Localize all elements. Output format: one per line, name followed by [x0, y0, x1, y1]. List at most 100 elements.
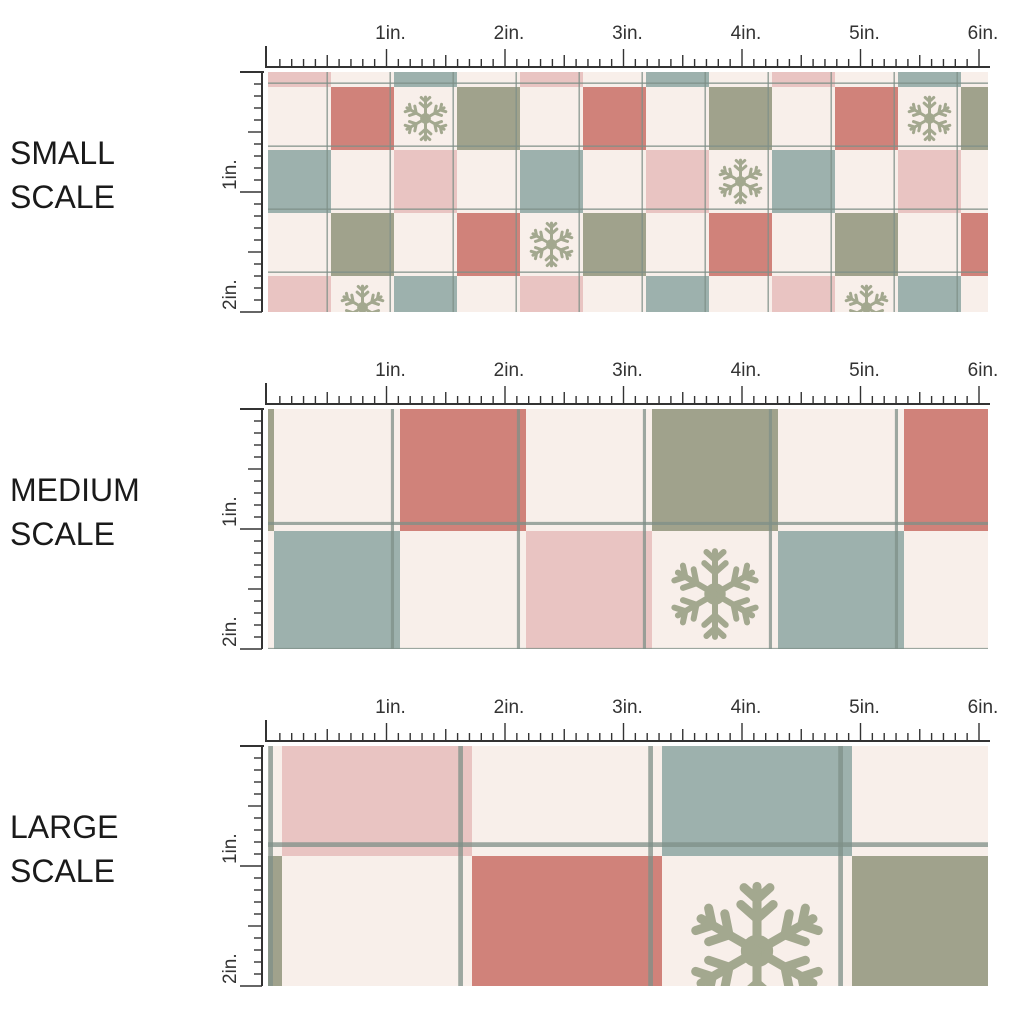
snowflake-icon: [718, 158, 763, 205]
x-axis-labels: 1in. 2in. 3in. 4in. 5in. 6in.: [375, 360, 998, 381]
check-square: [520, 72, 583, 87]
check-square: [457, 213, 520, 276]
check-square: [268, 72, 331, 87]
ruler-x-label: 4in.: [731, 23, 762, 44]
fabric-swatch-medium: [268, 409, 988, 649]
check-square: [772, 276, 835, 312]
check-square: [394, 276, 457, 312]
y-axis-ticks: [240, 408, 264, 650]
ruler: 1in. 2in. 3in. 4in. 5in. 6in. 1in. 2in.: [220, 697, 998, 987]
scale-label-line2: SCALE: [10, 179, 115, 215]
check-square: [772, 150, 835, 213]
check-square: [520, 276, 583, 312]
check-square: [282, 746, 472, 856]
check-square: [662, 746, 852, 856]
scale-label-line2: SCALE: [10, 853, 115, 889]
check-square: [852, 856, 988, 986]
x-axis-ticks: [265, 383, 990, 405]
check-square: [961, 87, 988, 150]
ruler-x-label: 4in.: [731, 360, 762, 381]
check-square: [652, 409, 778, 531]
ruler-x-label: 3in.: [612, 360, 643, 381]
scale-label-large: LARGE SCALE: [10, 805, 118, 893]
x-axis-ticks: [265, 720, 990, 742]
fabric-swatch-large: [268, 746, 988, 986]
check-square: [268, 150, 331, 213]
ruler-y-label: 1in.: [220, 496, 241, 527]
check-square: [394, 72, 457, 87]
check-square: [835, 87, 898, 150]
check-square: [526, 531, 652, 649]
y-axis-ticks: [240, 745, 264, 987]
check-square: [646, 276, 709, 312]
ruler-x-label: 6in.: [968, 360, 999, 381]
check-square: [274, 531, 400, 649]
x-axis-labels: 1in. 2in. 3in. 4in. 5in. 6in.: [375, 23, 998, 44]
scale-label-line1: SMALL: [10, 135, 115, 171]
check-square: [331, 213, 394, 276]
snowflake-icon: [671, 548, 759, 640]
check-square: [904, 409, 988, 531]
ruler-x-label: 3in.: [612, 23, 643, 44]
ruler: 1in. 2in. 3in. 4in. 5in. 6in. 1in. 2in.: [220, 360, 998, 650]
check-square: [268, 276, 331, 312]
check-square: [898, 150, 961, 213]
check-square: [709, 213, 772, 276]
check-square: [898, 276, 961, 312]
ruler-x-label: 3in.: [612, 697, 643, 718]
ruler-y-label: 2in.: [220, 616, 241, 647]
ruler-y-label: 2in.: [220, 279, 241, 310]
check-square: [331, 87, 394, 150]
ruler-x-label: 1in.: [375, 360, 406, 381]
check-square: [268, 409, 274, 531]
ruler-y-label: 1in.: [220, 833, 241, 864]
check-square: [394, 150, 457, 213]
ruler-x-label: 2in.: [494, 697, 525, 718]
scale-label-line2: SCALE: [10, 516, 115, 552]
fabric-swatch-small: [268, 72, 988, 312]
y-axis-labels: 1in. 2in.: [220, 496, 241, 647]
scale-label-line1: LARGE: [10, 809, 119, 845]
y-axis-labels: 1in. 2in.: [220, 159, 241, 310]
ruler-x-label: 6in.: [968, 697, 999, 718]
check-square: [709, 87, 772, 150]
ruler-x-label: 5in.: [849, 360, 880, 381]
ruler-y-label: 2in.: [220, 953, 241, 984]
check-square: [898, 72, 961, 87]
x-axis-labels: 1in. 2in. 3in. 4in. 5in. 6in.: [375, 697, 998, 718]
ruler-x-label: 1in.: [375, 23, 406, 44]
check-square: [457, 87, 520, 150]
check-square: [646, 150, 709, 213]
ruler-y-label: 1in.: [220, 159, 241, 190]
x-axis-ticks: [265, 46, 990, 68]
check-square: [583, 87, 646, 150]
check-square: [583, 213, 646, 276]
medium-scale-panel: MEDIUM SCALE 1in. 2in. 3in. 4in. 5in. 6in. 1i…: [0, 337, 1024, 667]
small-scale-panel: SMALL SCALE 1in. 2in. 3in. 4in. 5in. 6in. 1in…: [0, 0, 1024, 330]
y-axis-labels: 1in. 2in.: [220, 833, 241, 984]
ruler-x-label: 2in.: [494, 360, 525, 381]
check-square: [472, 856, 662, 986]
scale-label-line1: MEDIUM: [10, 472, 140, 508]
check-square: [835, 213, 898, 276]
y-axis-ticks: [240, 71, 264, 313]
ruler-x-label: 2in.: [494, 23, 525, 44]
ruler: 1in. 2in. 3in. 4in. 5in. 6in. 1in. 2in.: [220, 23, 998, 313]
ruler-x-label: 4in.: [731, 697, 762, 718]
ruler-x-label: 1in.: [375, 697, 406, 718]
check-square: [778, 531, 904, 649]
check-square: [400, 409, 526, 531]
snowflake-icon: [691, 881, 823, 986]
large-scale-panel: LARGE SCALE 1in. 2in. 3in. 4in. 5in. 6in. 1in…: [0, 674, 1024, 1004]
ruler-x-label: 6in.: [968, 23, 999, 44]
snowflake-icon: [529, 221, 574, 268]
ruler-x-label: 5in.: [849, 697, 880, 718]
snowflake-icon: [340, 284, 385, 312]
ruler-x-label: 5in.: [849, 23, 880, 44]
scale-label-small: SMALL SCALE: [10, 131, 115, 219]
snowflake-icon: [844, 284, 889, 312]
scale-label-medium: MEDIUM SCALE: [10, 468, 140, 556]
check-square: [520, 150, 583, 213]
snowflake-icon: [907, 95, 952, 142]
check-square: [961, 213, 988, 276]
